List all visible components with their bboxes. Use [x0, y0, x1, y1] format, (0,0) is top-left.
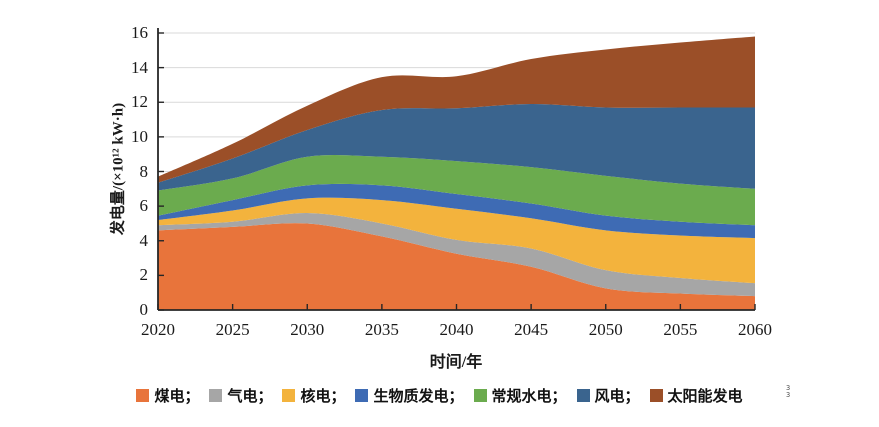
artifact-glyph: 3 [786, 391, 791, 399]
corner-artifact-text: 3 3 [786, 385, 790, 399]
legend-swatch-wind-icon [576, 389, 590, 402]
legend-label: 常规水电； [491, 389, 567, 405]
x-tick-label: 2025 [215, 320, 250, 339]
y-tick-label: 6 [139, 196, 149, 216]
legend-swatch-biomass-icon [355, 389, 369, 402]
x-tick-label: 2020 [141, 320, 175, 339]
legend-label: 风电； [594, 389, 640, 405]
area-band-hydro [158, 155, 755, 226]
area-band-solar [158, 36, 755, 183]
x-tick-label: 2050 [588, 320, 623, 339]
x-axis-title: 时间/年 [429, 354, 483, 371]
legend-label: 核电； [300, 389, 346, 405]
x-tick-label: 2055 [663, 320, 698, 339]
legend-label: 太阳能发电 [667, 389, 743, 405]
legend-swatch-gas-icon [209, 389, 223, 402]
legend-item-coal: 煤电； [136, 385, 199, 406]
y-tick-label: 0 [139, 300, 149, 319]
legend: 煤电； 气电； 核电； 生物质发电； 常规水电； 风电； 太阳能发电 [0, 385, 879, 406]
artifact-glyph: 3 [786, 384, 791, 392]
y-tick-label: 10 [131, 126, 148, 146]
legend-label: 气电； [227, 389, 273, 405]
y-tick-label: 8 [139, 161, 149, 181]
x-tick-label: 2040 [439, 320, 474, 339]
y-tick-label: 14 [131, 57, 148, 77]
x-tick-label: 2060 [738, 320, 772, 339]
y-tick-label: 2 [139, 265, 149, 285]
x-tick-label: 2035 [364, 320, 399, 339]
area-band-wind [158, 103, 755, 191]
legend-item-hydro: 常规水电； [473, 385, 567, 406]
legend-label: 生物质发电； [373, 389, 464, 405]
y-tick-label: 16 [131, 23, 148, 42]
area-band-gas [158, 213, 755, 297]
x-tick-label: 2030 [290, 320, 325, 339]
area-band-coal [158, 223, 755, 310]
legend-item-biomass: 生物质发电； [355, 385, 464, 406]
legend-item-gas: 气电； [209, 385, 272, 406]
y-tick-label: 12 [131, 92, 148, 112]
area-band-nuclear [158, 197, 755, 284]
x-tick-label: 2045 [514, 320, 549, 339]
legend-item-wind: 风电； [576, 385, 640, 406]
legend-swatch-solar-icon [649, 389, 663, 402]
legend-swatch-coal-icon [136, 389, 150, 402]
legend-swatch-hydro-icon [473, 389, 487, 402]
legend-swatch-nuclear-icon [282, 389, 296, 402]
y-tick-label: 4 [139, 230, 149, 250]
area-band-biomass [158, 183, 755, 239]
legend-item-nuclear: 核电； [282, 385, 345, 406]
legend-label: 煤电； [154, 389, 200, 405]
legend-item-solar: 太阳能发电 [649, 385, 743, 406]
y-axis-title: 发电量/(×10¹² kW·h) [110, 102, 127, 236]
